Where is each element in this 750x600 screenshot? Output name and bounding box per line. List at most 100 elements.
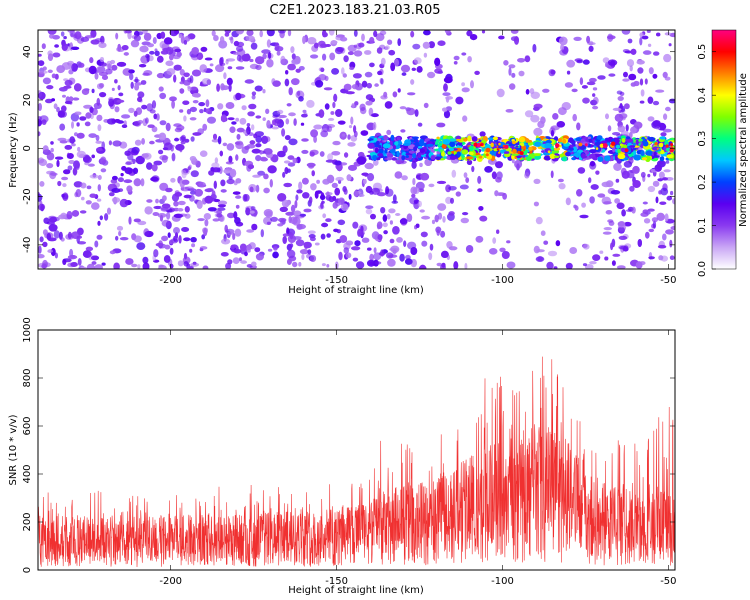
spectrogram-cell [647, 185, 656, 193]
spectrogram-cell [301, 113, 308, 118]
spectrogram-cell [47, 249, 53, 253]
spectrogram-cell [124, 30, 132, 34]
spectrogram-cell [260, 229, 264, 238]
spectrogram-cell [463, 172, 468, 179]
spectrogram-cell [633, 121, 643, 129]
spectrogram-cell [262, 117, 266, 121]
spectrogram-cell [112, 175, 118, 181]
spectrogram-cell [525, 89, 530, 95]
spectrogram-cell [287, 63, 296, 71]
spectrogram-cell [662, 128, 672, 133]
spectrogram-cell [241, 54, 251, 62]
spectrogram-cell [159, 92, 167, 100]
signal-cell [441, 143, 447, 149]
spectrogram-cell [38, 203, 46, 211]
spectrogram-cell [630, 48, 637, 55]
signal-cell [567, 149, 572, 153]
signal-cell [456, 151, 461, 158]
spectrogram-cell [353, 30, 358, 37]
signal-cell [659, 156, 665, 162]
spectrogram-cell [79, 210, 87, 214]
spectrogram-cell [331, 68, 340, 75]
colorbar-tick-label: 0.4 [697, 87, 708, 103]
spectrogram-cell [217, 200, 228, 206]
spectrogram-cell [388, 208, 396, 214]
signal-cell [543, 155, 551, 161]
spectrogram-cell [475, 235, 484, 243]
colorbar-label: Normalized spectral amplitude [738, 73, 749, 227]
spectrogram-cell [602, 57, 610, 64]
spectrogram-cell [333, 228, 339, 233]
spectrogram-cell [113, 262, 120, 269]
spectrogram-cell [341, 67, 345, 75]
spectrogram-cell [276, 109, 284, 115]
spectrogram-cell [604, 256, 609, 261]
spectrogram-cell [479, 131, 486, 138]
spectrogram-cell [613, 162, 622, 171]
spectrogram-cell [630, 126, 637, 134]
spectrogram-cell [319, 194, 326, 200]
spectrogram-cell [117, 85, 121, 91]
spectrogram-cell [187, 85, 191, 90]
signal-peak [555, 143, 560, 148]
spectrogram-cell [503, 60, 509, 66]
spectrogram-cell [622, 78, 630, 82]
spectrogram-cell [88, 133, 97, 139]
spectrogram-cell [91, 202, 100, 210]
spectrogram-cell [410, 30, 415, 38]
spectrogram-cell [647, 96, 654, 104]
spectrogram-cell [417, 122, 423, 127]
signal-peak [519, 143, 522, 146]
spectrogram-cell [230, 244, 235, 250]
spectrogram-cell [133, 110, 138, 117]
spectrogram-cell [672, 198, 675, 205]
spectrogram-cell [224, 30, 232, 34]
spectrogram-cell [662, 233, 667, 241]
spectrogram-cell [639, 78, 644, 86]
spectrogram-cell [329, 52, 336, 61]
spectrogram-cell [420, 172, 430, 181]
spectrogram-cell [205, 108, 212, 114]
spectrogram-cell [298, 96, 304, 102]
signal-cell [573, 152, 581, 157]
spectrogram-cell [183, 194, 192, 199]
spectrogram-cell [369, 36, 375, 44]
spectrogram-cell [320, 130, 329, 138]
spectrogram-cell [371, 113, 379, 118]
spectrogram-cell [199, 109, 204, 114]
spectrogram-cell [124, 150, 131, 156]
spectrogram-cell [222, 142, 228, 147]
spectrogram-cell [369, 253, 374, 262]
spectrogram-cell [261, 49, 271, 54]
signal-cell [575, 137, 583, 142]
spectrogram-cell [501, 251, 510, 259]
spectrogram-cell [365, 100, 373, 106]
signal-peak [473, 142, 478, 147]
spectrogram-cell [282, 145, 288, 153]
spectrogram-cell [536, 249, 545, 253]
signal-cell [383, 134, 388, 141]
spectrogram-cell [559, 49, 568, 56]
spectrogram-cell [272, 251, 279, 259]
spectrogram-cell [55, 156, 64, 160]
spectrogram-cell [372, 121, 377, 131]
spectrogram-cell [301, 149, 309, 154]
spectrogram-cell [287, 258, 292, 265]
signal-cell [553, 147, 561, 151]
signal-cell [382, 143, 391, 149]
spectrogram-cell [647, 43, 652, 47]
spectrogram-cell [128, 216, 132, 225]
spectrogram-cell [116, 61, 127, 67]
signal-cell [572, 146, 578, 153]
colorbar-tick-label: 0.1 [697, 218, 708, 234]
spectrogram-cell [62, 258, 67, 265]
spectrogram-cell [648, 256, 655, 260]
spectrogram-cell [524, 172, 530, 179]
signal-cell [635, 139, 639, 145]
spectrogram-cell [247, 164, 254, 170]
spectrogram-cell [470, 80, 474, 89]
spectrogram-cell [331, 182, 338, 188]
spectrogram-y-tick-label: -20 [22, 188, 33, 204]
